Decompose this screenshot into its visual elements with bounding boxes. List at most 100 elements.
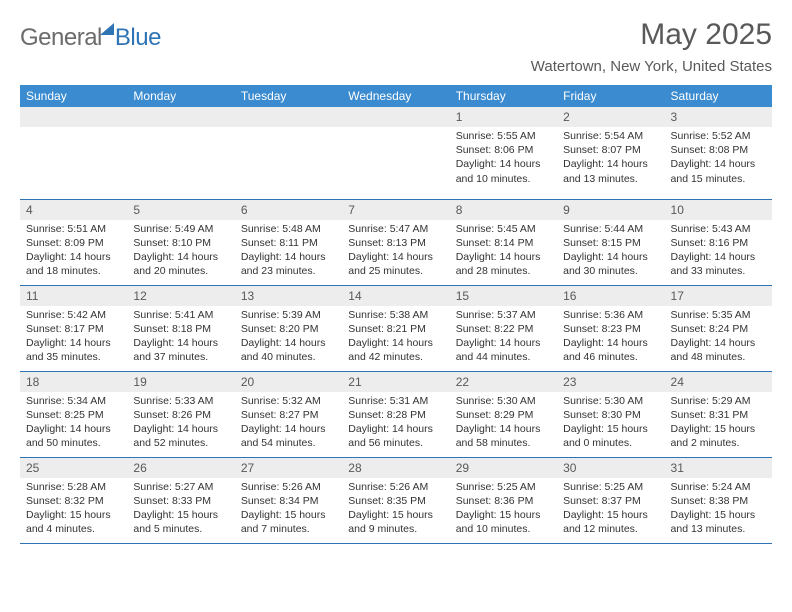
day-details: Sunrise: 5:30 AMSunset: 8:30 PMDaylight:… [557,392,664,455]
day-number: 29 [450,458,557,478]
calendar-header: SundayMondayTuesdayWednesdayThursdayFrid… [20,85,772,107]
calendar-cell: 13Sunrise: 5:39 AMSunset: 8:20 PMDayligh… [235,285,342,371]
weekday-saturday: Saturday [665,85,772,107]
day-number: 1 [450,107,557,127]
calendar-cell: 11Sunrise: 5:42 AMSunset: 8:17 PMDayligh… [20,285,127,371]
calendar-cell: 9Sunrise: 5:44 AMSunset: 8:15 PMDaylight… [557,199,664,285]
day-details: Sunrise: 5:34 AMSunset: 8:25 PMDaylight:… [20,392,127,455]
calendar-cell: 10Sunrise: 5:43 AMSunset: 8:16 PMDayligh… [665,199,772,285]
calendar-cell: 15Sunrise: 5:37 AMSunset: 8:22 PMDayligh… [450,285,557,371]
day-number: 30 [557,458,664,478]
day-details: Sunrise: 5:33 AMSunset: 8:26 PMDaylight:… [127,392,234,455]
day-details: Sunrise: 5:52 AMSunset: 8:08 PMDaylight:… [665,127,772,190]
calendar-cell: 22Sunrise: 5:30 AMSunset: 8:29 PMDayligh… [450,371,557,457]
day-number: 16 [557,286,664,306]
day-details: Sunrise: 5:41 AMSunset: 8:18 PMDaylight:… [127,306,234,369]
day-details: Sunrise: 5:27 AMSunset: 8:33 PMDaylight:… [127,478,234,541]
calendar-cell: 19Sunrise: 5:33 AMSunset: 8:26 PMDayligh… [127,371,234,457]
day-number: 15 [450,286,557,306]
calendar-body: 1Sunrise: 5:55 AMSunset: 8:06 PMDaylight… [20,107,772,543]
day-details: Sunrise: 5:32 AMSunset: 8:27 PMDaylight:… [235,392,342,455]
day-number: 31 [665,458,772,478]
day-details: Sunrise: 5:24 AMSunset: 8:38 PMDaylight:… [665,478,772,541]
day-number: 28 [342,458,449,478]
logo: General Blue [20,24,161,52]
calendar-cell [127,107,234,199]
weekday-monday: Monday [127,85,234,107]
day-number: 5 [127,200,234,220]
calendar-cell: 4Sunrise: 5:51 AMSunset: 8:09 PMDaylight… [20,199,127,285]
calendar-row: 4Sunrise: 5:51 AMSunset: 8:09 PMDaylight… [20,199,772,285]
calendar-cell: 21Sunrise: 5:31 AMSunset: 8:28 PMDayligh… [342,371,449,457]
calendar-cell: 6Sunrise: 5:48 AMSunset: 8:11 PMDaylight… [235,199,342,285]
day-number: 10 [665,200,772,220]
day-details: Sunrise: 5:47 AMSunset: 8:13 PMDaylight:… [342,220,449,283]
calendar-cell: 7Sunrise: 5:47 AMSunset: 8:13 PMDaylight… [342,199,449,285]
day-details: Sunrise: 5:42 AMSunset: 8:17 PMDaylight:… [20,306,127,369]
day-details: Sunrise: 5:25 AMSunset: 8:37 PMDaylight:… [557,478,664,541]
title-block: May 2025 Watertown, New York, United Sta… [531,18,772,75]
calendar-cell [20,107,127,199]
day-number: 14 [342,286,449,306]
day-details: Sunrise: 5:38 AMSunset: 8:21 PMDaylight:… [342,306,449,369]
calendar-cell: 20Sunrise: 5:32 AMSunset: 8:27 PMDayligh… [235,371,342,457]
day-number: 26 [127,458,234,478]
calendar-cell: 30Sunrise: 5:25 AMSunset: 8:37 PMDayligh… [557,457,664,543]
month-title: May 2025 [531,18,772,52]
day-details: Sunrise: 5:25 AMSunset: 8:36 PMDaylight:… [450,478,557,541]
day-details: Sunrise: 5:48 AMSunset: 8:11 PMDaylight:… [235,220,342,283]
location: Watertown, New York, United States [531,58,772,75]
day-number: 17 [665,286,772,306]
day-details: Sunrise: 5:30 AMSunset: 8:29 PMDaylight:… [450,392,557,455]
day-number: 23 [557,372,664,392]
weekday-wednesday: Wednesday [342,85,449,107]
calendar-cell [342,107,449,199]
day-number: 20 [235,372,342,392]
calendar-cell [235,107,342,199]
calendar-page: General Blue May 2025 Watertown, New Yor… [0,0,792,554]
day-number: 12 [127,286,234,306]
day-number: 3 [665,107,772,127]
empty-day-bar [235,107,342,127]
day-number: 4 [20,200,127,220]
day-number: 13 [235,286,342,306]
weekday-thursday: Thursday [450,85,557,107]
day-details: Sunrise: 5:45 AMSunset: 8:14 PMDaylight:… [450,220,557,283]
calendar-cell: 29Sunrise: 5:25 AMSunset: 8:36 PMDayligh… [450,457,557,543]
calendar-row: 18Sunrise: 5:34 AMSunset: 8:25 PMDayligh… [20,371,772,457]
calendar-cell: 24Sunrise: 5:29 AMSunset: 8:31 PMDayligh… [665,371,772,457]
day-number: 9 [557,200,664,220]
calendar-cell: 16Sunrise: 5:36 AMSunset: 8:23 PMDayligh… [557,285,664,371]
day-number: 27 [235,458,342,478]
day-details: Sunrise: 5:43 AMSunset: 8:16 PMDaylight:… [665,220,772,283]
day-details: Sunrise: 5:36 AMSunset: 8:23 PMDaylight:… [557,306,664,369]
calendar-cell: 14Sunrise: 5:38 AMSunset: 8:21 PMDayligh… [342,285,449,371]
day-details: Sunrise: 5:28 AMSunset: 8:32 PMDaylight:… [20,478,127,541]
day-number: 21 [342,372,449,392]
calendar-cell: 3Sunrise: 5:52 AMSunset: 8:08 PMDaylight… [665,107,772,199]
calendar-cell: 1Sunrise: 5:55 AMSunset: 8:06 PMDaylight… [450,107,557,199]
empty-day-bar [127,107,234,127]
header: General Blue May 2025 Watertown, New Yor… [20,18,772,75]
day-number: 11 [20,286,127,306]
day-details: Sunrise: 5:29 AMSunset: 8:31 PMDaylight:… [665,392,772,455]
weekday-sunday: Sunday [20,85,127,107]
day-details: Sunrise: 5:35 AMSunset: 8:24 PMDaylight:… [665,306,772,369]
calendar-row: 11Sunrise: 5:42 AMSunset: 8:17 PMDayligh… [20,285,772,371]
empty-day-bar [20,107,127,127]
logo-triangle-icon [100,23,114,35]
day-details: Sunrise: 5:26 AMSunset: 8:35 PMDaylight:… [342,478,449,541]
logo-text-1: General [20,24,102,52]
day-number: 7 [342,200,449,220]
calendar-cell: 23Sunrise: 5:30 AMSunset: 8:30 PMDayligh… [557,371,664,457]
day-number: 25 [20,458,127,478]
day-details: Sunrise: 5:49 AMSunset: 8:10 PMDaylight:… [127,220,234,283]
day-number: 6 [235,200,342,220]
day-details: Sunrise: 5:54 AMSunset: 8:07 PMDaylight:… [557,127,664,190]
calendar-cell: 27Sunrise: 5:26 AMSunset: 8:34 PMDayligh… [235,457,342,543]
day-number: 18 [20,372,127,392]
weekday-friday: Friday [557,85,664,107]
day-details: Sunrise: 5:55 AMSunset: 8:06 PMDaylight:… [450,127,557,190]
calendar-row: 1Sunrise: 5:55 AMSunset: 8:06 PMDaylight… [20,107,772,199]
day-details: Sunrise: 5:31 AMSunset: 8:28 PMDaylight:… [342,392,449,455]
